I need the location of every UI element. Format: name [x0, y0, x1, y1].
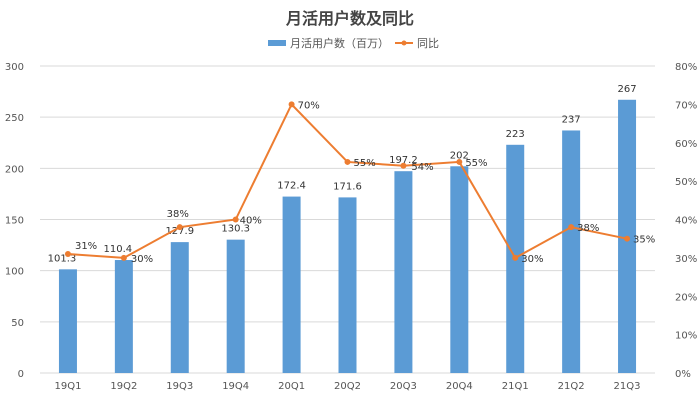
right-tick-label: 50% — [675, 177, 697, 188]
right-tick-label: 30% — [675, 254, 697, 265]
category-axis: 19Q1 19Q2 19Q3 19Q4 20Q1 20Q2 20Q3 20Q4 21Q1 21Q2… — [54, 381, 640, 392]
line-point — [344, 158, 351, 165]
right-tick-label: 60% — [675, 139, 697, 150]
legend-line-marker — [401, 40, 407, 46]
category-label: 19Q2 — [110, 381, 137, 392]
category-label: 20Q1 — [278, 381, 305, 392]
line-point — [232, 216, 239, 223]
chart-title: 月活用户数及同比 — [285, 9, 414, 28]
category-label: 19Q1 — [54, 381, 81, 392]
left-tick-label: 0 — [18, 369, 24, 380]
category-label: 20Q2 — [334, 381, 361, 392]
line-data-label: 30% — [131, 254, 153, 265]
left-tick-label: 250 — [5, 113, 24, 124]
line-data-label: 38% — [577, 223, 599, 234]
legend: 月活用户数（百万） 同比 — [268, 36, 439, 50]
bar — [114, 260, 133, 373]
line-point — [624, 235, 631, 242]
bar-data-label: 197.2 — [389, 155, 418, 166]
category-label: 21Q1 — [502, 381, 529, 392]
bar — [58, 269, 77, 373]
legend-bar-label: 月活用户数（百万） — [290, 36, 389, 50]
category-label: 20Q3 — [390, 381, 417, 392]
line-data-label: 54% — [411, 162, 433, 173]
bar-data-label: 110.4 — [104, 244, 133, 255]
right-tick-label: 0% — [675, 369, 691, 380]
bar-data-label: 127.9 — [165, 226, 194, 237]
bar-data-label: 237 — [562, 114, 581, 125]
bar-data-label: 202 — [450, 150, 469, 161]
bar-data-label: 101.3 — [48, 253, 77, 264]
bar — [338, 197, 357, 373]
right-tick-label: 10% — [675, 331, 697, 342]
left-axis: 0 50 100 150 200 250 300 — [5, 62, 24, 380]
line-data-label: 38% — [167, 209, 189, 220]
line-point — [288, 101, 295, 108]
bar-series — [58, 99, 637, 374]
line-point — [400, 162, 407, 169]
right-tick-label: 40% — [675, 216, 697, 227]
left-tick-label: 100 — [5, 267, 24, 278]
category-label: 21Q3 — [614, 381, 641, 392]
bar-data-labels: 101.3 110.4 127.9 130.3 172.4 171.6 197.2 202 22… — [48, 84, 637, 265]
category-label: 21Q2 — [558, 381, 585, 392]
line-data-label: 55% — [465, 158, 487, 169]
left-tick-label: 200 — [5, 164, 24, 175]
category-label: 20Q4 — [446, 381, 473, 392]
bar — [226, 239, 245, 373]
left-tick-label: 300 — [5, 62, 24, 73]
line-data-label: 40% — [240, 216, 262, 227]
right-tick-label: 80% — [675, 62, 697, 73]
line-data-labels: 31% 30% 38% 40% 70% 55% 54% 55% 30% 38% 35% — [75, 100, 655, 265]
line-series — [64, 101, 631, 261]
line-point — [64, 251, 71, 258]
left-tick-label: 150 — [5, 216, 24, 227]
category-label: 19Q4 — [222, 381, 249, 392]
bar-data-label: 267 — [617, 84, 636, 95]
line-data-label: 55% — [354, 158, 376, 169]
line-data-label: 35% — [633, 235, 655, 246]
bar — [562, 130, 581, 373]
bar — [282, 196, 301, 373]
bar-data-label: 171.6 — [333, 181, 362, 192]
bar-data-label: 172.4 — [277, 181, 306, 192]
right-tick-label: 70% — [675, 100, 697, 111]
line-data-label: 70% — [298, 100, 320, 111]
right-axis: 0% 10% 20% 30% 40% 50% 60% 70% 80% — [675, 62, 697, 380]
line-point — [456, 158, 463, 165]
right-tick-label: 20% — [675, 292, 697, 303]
line-data-label: 31% — [75, 241, 97, 252]
bar — [450, 166, 469, 373]
bar — [170, 242, 189, 373]
bar-data-label: 223 — [506, 129, 525, 140]
category-label: 19Q3 — [166, 381, 193, 392]
line-data-label: 30% — [521, 254, 543, 265]
bar — [394, 171, 413, 373]
left-tick-label: 50 — [11, 318, 24, 329]
line-point — [176, 224, 183, 231]
legend-bar-swatch — [268, 40, 286, 46]
line-point — [120, 254, 127, 261]
line-point — [512, 254, 519, 261]
bar-data-label: 130.3 — [221, 224, 250, 235]
legend-line-label: 同比 — [417, 37, 439, 50]
line-point — [568, 224, 575, 231]
